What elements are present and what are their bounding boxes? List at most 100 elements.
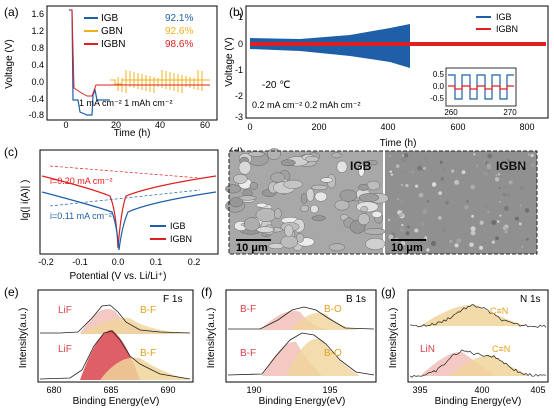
a-condition-note: 1 mA cm⁻² 1 mAh cm⁻² bbox=[79, 98, 173, 108]
b-condition: 0.2 mA cm⁻² 0.2 mAh cm⁻² bbox=[252, 100, 361, 110]
d-speck bbox=[524, 208, 530, 213]
d-grain bbox=[255, 207, 277, 222]
d-grain bbox=[238, 160, 252, 175]
panel-a-ylabel: Voltage (V) bbox=[4, 39, 15, 88]
d-speck bbox=[389, 170, 392, 173]
e-bottom-envelope bbox=[39, 330, 191, 380]
g-bottom-peak-cn: C≡N bbox=[492, 344, 510, 354]
a-ytick: 0.4 bbox=[31, 60, 44, 70]
c-legend-igbn: IGBN bbox=[170, 234, 192, 244]
a-igbn-trace bbox=[70, 9, 210, 97]
b-xtick: 0 bbox=[247, 122, 252, 132]
b-ytick: -1 bbox=[235, 65, 243, 75]
d-frame bbox=[228, 150, 538, 255]
g-xtick: 395 bbox=[412, 385, 427, 395]
d-speck bbox=[502, 185, 506, 189]
d-speck bbox=[525, 237, 529, 241]
d-grain bbox=[311, 215, 326, 221]
d-speck bbox=[401, 157, 406, 163]
panel-f-label: (f) bbox=[201, 285, 212, 299]
c-legend-igb: IGB bbox=[170, 221, 186, 231]
panel-f-frame bbox=[225, 289, 377, 383]
b-ytick: 1 bbox=[238, 12, 243, 22]
d-speck bbox=[503, 166, 506, 168]
b-inset-frame bbox=[445, 67, 517, 107]
panel-e-ylabel: Intensity(a.u.) bbox=[18, 308, 29, 369]
d-speck bbox=[405, 231, 410, 236]
d-speck bbox=[497, 172, 501, 176]
d-speck bbox=[407, 225, 410, 229]
a-legend-igbn-value: 98.6% bbox=[165, 39, 193, 50]
a-ytick: 0.0 bbox=[31, 77, 44, 87]
b-inset-igb bbox=[448, 74, 514, 100]
d-speck bbox=[467, 231, 472, 235]
b-legend-igb: IGB bbox=[496, 12, 512, 22]
d-grain bbox=[357, 213, 370, 226]
d-grain bbox=[358, 163, 365, 177]
f-top-peak-bf: B-F bbox=[240, 304, 256, 315]
d-scale-left: 10 μm bbox=[236, 242, 268, 254]
f-xtick: 195 bbox=[322, 385, 337, 395]
e-bottom-peak-bf: B-F bbox=[140, 348, 156, 359]
b-ytick: 0 bbox=[238, 39, 243, 49]
f-top-peak-bo: B-O bbox=[324, 304, 342, 315]
g-xtick: 405 bbox=[530, 385, 545, 395]
panel-b-frame bbox=[245, 5, 549, 119]
d-speck bbox=[400, 183, 404, 187]
d-speck bbox=[507, 159, 511, 163]
d-speck bbox=[410, 170, 415, 174]
d-speck bbox=[426, 248, 430, 252]
d-speck bbox=[454, 179, 460, 185]
d-speck bbox=[470, 226, 476, 232]
d-grain bbox=[311, 184, 328, 191]
d-speck bbox=[395, 164, 400, 168]
d-speck bbox=[424, 157, 429, 162]
d-grain bbox=[334, 199, 350, 211]
b-xtick: 800 bbox=[519, 122, 534, 132]
d-speck bbox=[429, 168, 432, 171]
d-speck bbox=[482, 171, 489, 177]
panel-e-label: (e) bbox=[4, 285, 19, 299]
d-speck bbox=[498, 186, 501, 190]
g-top-cn-peak bbox=[420, 304, 526, 326]
b-inset-xtick: 260 bbox=[444, 108, 458, 117]
d-speck bbox=[398, 212, 404, 218]
d-grain bbox=[300, 204, 309, 212]
panel-g-ylabel: Intensity(a.u.) bbox=[388, 308, 399, 369]
d-speck bbox=[504, 227, 507, 230]
d-grain bbox=[249, 182, 258, 190]
d-speck bbox=[431, 182, 437, 187]
d-speck bbox=[438, 191, 442, 196]
g-bottom-cn-peak bbox=[450, 355, 530, 376]
c-xtick: 0.2 bbox=[188, 257, 201, 267]
panel-a-frame bbox=[46, 5, 218, 121]
d-grain bbox=[270, 172, 286, 183]
d-speck bbox=[442, 228, 446, 232]
d-speck bbox=[473, 153, 476, 156]
d-speck bbox=[487, 153, 493, 159]
b-inset-igbn bbox=[448, 85, 514, 90]
d-speck bbox=[469, 242, 474, 248]
d-speck bbox=[390, 173, 394, 176]
f-top-bo-peak bbox=[290, 312, 360, 330]
d-speck bbox=[418, 192, 424, 198]
d-speck bbox=[416, 213, 419, 216]
panel-g-xlabel: Binding Energy(eV) bbox=[435, 396, 522, 407]
d-speck bbox=[438, 216, 442, 220]
d-grain bbox=[336, 160, 348, 173]
e-element: F 1s bbox=[163, 294, 182, 305]
panel-c-xlabel: Potential (V vs. Li/Li⁺) bbox=[70, 271, 167, 282]
g-element: N 1s bbox=[520, 294, 541, 305]
panel-c-ylabel: lg(| i(A)| ) bbox=[20, 180, 31, 221]
d-speck bbox=[414, 228, 419, 233]
f-xtick: 190 bbox=[246, 385, 261, 395]
d-speck bbox=[461, 170, 466, 175]
d-grain bbox=[360, 206, 369, 213]
a-gbn-spikes bbox=[117, 70, 203, 93]
b-igbn-band bbox=[250, 42, 546, 46]
panel-a-xlabel: Time (h) bbox=[114, 128, 151, 139]
d-speck bbox=[414, 226, 416, 228]
c-xtick: 0.0 bbox=[112, 257, 125, 267]
d-speck bbox=[495, 174, 498, 177]
